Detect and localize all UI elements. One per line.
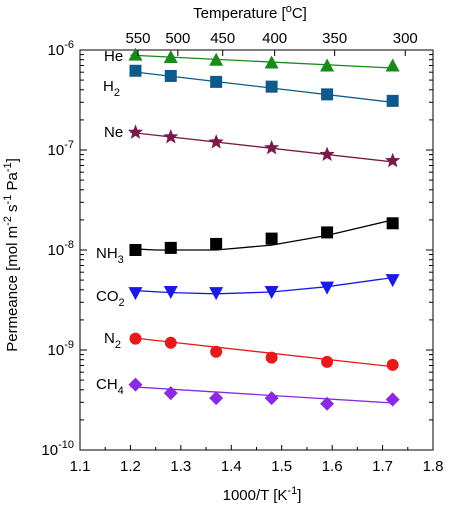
data-point-h2: [265, 80, 278, 93]
x-tick-label: 1.3: [170, 458, 191, 475]
x-tick-label: 1.8: [423, 458, 444, 475]
series-label-nh3: NH3: [96, 245, 124, 266]
y-tick-label: 10-7: [48, 139, 74, 159]
data-point-ch4: [209, 391, 224, 406]
data-point-he: [385, 58, 400, 72]
top-tick-label: 350: [322, 30, 347, 47]
top-tick-label: 450: [210, 30, 235, 47]
data-point-he: [128, 47, 143, 61]
data-point-nh3: [164, 241, 177, 254]
data-point-he: [209, 52, 224, 66]
x-tick-label: 1.1: [70, 458, 91, 475]
x-tick-label: 1.6: [322, 458, 343, 475]
data-markers: [127, 47, 401, 411]
data-point-ne: [127, 124, 144, 139]
data-point-nh3: [321, 226, 334, 239]
top-tick-label: 500: [165, 30, 190, 47]
data-point-ch4: [128, 377, 143, 392]
data-point-ne: [163, 129, 179, 144]
data-point-n2: [265, 351, 278, 364]
series-label-ch4: CH4: [96, 376, 124, 397]
series-label-h2: H2: [103, 78, 120, 99]
data-point-ne: [319, 146, 335, 161]
data-point-ne: [385, 152, 401, 168]
data-point-ne: [264, 139, 280, 155]
data-point-h2: [386, 94, 399, 107]
top-tick-label: 550: [125, 30, 150, 47]
data-point-nh3: [386, 217, 399, 230]
data-point-nh3: [210, 237, 223, 250]
data-point-nh3: [129, 244, 142, 256]
top-tick-label: 400: [262, 30, 287, 47]
top-axis-title: Temperature [oC]: [193, 3, 307, 22]
data-point-n2: [164, 336, 177, 349]
data-point-co2: [128, 287, 143, 301]
data-point-ch4: [264, 391, 279, 406]
data-point-n2: [129, 332, 142, 345]
data-point-co2: [320, 281, 335, 295]
data-point-h2: [164, 69, 177, 82]
data-point-n2: [321, 355, 334, 368]
series-label-he: He: [104, 48, 123, 65]
data-point-co2: [264, 286, 279, 300]
x-tick-label: 1.5: [271, 458, 292, 475]
data-point-co2: [385, 274, 400, 288]
y-axis-title: Permeance [mol m-2 s-1 Pa-1]: [2, 158, 21, 352]
fit-line-ch4: [130, 386, 393, 404]
data-point-n2: [386, 358, 399, 371]
data-point-he: [320, 58, 335, 72]
data-point-co2: [163, 286, 178, 300]
data-point-ch4: [385, 392, 400, 407]
top-tick-label: 300: [393, 30, 418, 47]
data-point-ch4: [163, 386, 178, 401]
data-point-h2: [321, 88, 334, 101]
y-tick-label: 10-10: [41, 439, 74, 459]
y-tick-label: 10-6: [48, 39, 74, 59]
series-labels: He H2 Ne NH3 CO2 N2 CH4: [96, 48, 125, 397]
data-point-he: [163, 50, 178, 64]
data-point-ch4: [320, 396, 335, 411]
y-tick-label: 10-9: [48, 339, 74, 359]
series-label-co2: CO2: [96, 288, 125, 309]
x-tick-label: 1.2: [120, 458, 141, 475]
data-point-he: [264, 55, 279, 69]
data-point-nh3: [265, 232, 278, 245]
y-tick-label: 10-8: [48, 239, 74, 259]
data-point-co2: [209, 287, 224, 301]
x-axis-title: 1000/T [K-1]: [223, 485, 302, 504]
series-label-n2: N2: [104, 330, 121, 351]
data-point-n2: [210, 345, 223, 358]
series-label-ne: Ne: [104, 124, 123, 141]
x-tick-label: 1.4: [221, 458, 242, 475]
axis-ticks: 1.1 1.2 1.3 1.4 1.5 1.6 1.7 1.8 550 500 450 400 350 3…: [41, 30, 443, 475]
data-point-ne: [208, 134, 224, 149]
fit-lines: [130, 54, 393, 404]
fit-line-nh3: [130, 219, 393, 251]
data-point-h2: [129, 64, 142, 77]
x-tick-label: 1.7: [372, 458, 393, 475]
fit-line-co2: [130, 276, 393, 295]
data-point-h2: [210, 75, 223, 88]
